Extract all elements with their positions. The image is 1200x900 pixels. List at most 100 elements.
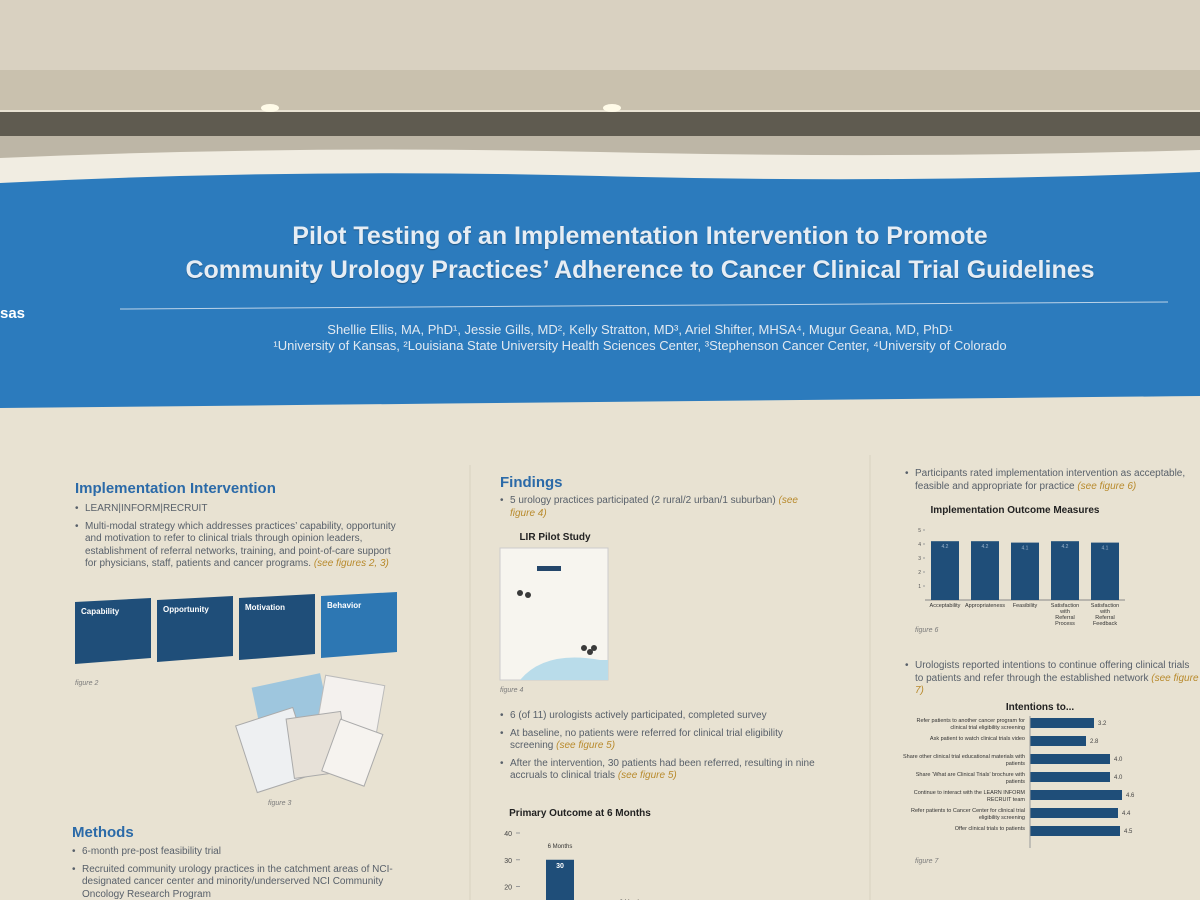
map-pins bbox=[517, 590, 597, 655]
section-heading: Findings bbox=[500, 474, 563, 491]
bar bbox=[931, 541, 959, 600]
bar bbox=[1030, 718, 1094, 728]
bullet: Multi-modal strategy which addresses pra… bbox=[75, 521, 400, 571]
bar bbox=[1051, 541, 1079, 600]
y-tick-label: 2 bbox=[918, 570, 921, 576]
title-line: Pilot Testing of an Implementation Inter… bbox=[292, 222, 988, 250]
step-box bbox=[157, 596, 233, 662]
y-tick-label: 30 bbox=[504, 858, 512, 865]
x-tick-label: Satisfaction with Referral Feedback bbox=[1091, 603, 1119, 627]
step-label: Motivation bbox=[245, 603, 285, 612]
bullet-text: Urologists reported intentions to contin… bbox=[915, 660, 1190, 684]
figure-caption: figure 2 bbox=[75, 680, 99, 687]
map-pin bbox=[517, 590, 523, 596]
figure-reference: (see figure 5) bbox=[617, 770, 677, 781]
bullet-text: After the intervention, 30 patients had … bbox=[510, 757, 815, 782]
chart-title: Primary Outcome at 6 Months bbox=[509, 808, 651, 819]
map-pin bbox=[587, 649, 593, 655]
light bbox=[603, 104, 621, 112]
y-tick-label: 4 bbox=[918, 542, 921, 548]
step-box bbox=[239, 594, 315, 660]
value-label: 4.1 bbox=[1102, 546, 1109, 552]
bullet-text: 5 urology practices participated (2 rura… bbox=[510, 495, 776, 506]
figure-reference: (see figure 5) bbox=[556, 740, 616, 751]
bar bbox=[1091, 542, 1119, 600]
figure-caption: figure 3 bbox=[268, 800, 292, 807]
bullet-list: Urologists reported intentions to contin… bbox=[905, 660, 1200, 703]
figure-caption: figure 7 bbox=[915, 858, 939, 865]
y-category-slot: Refer patients to Cancer Center for clin… bbox=[910, 808, 1025, 821]
figure-title: LIR Pilot Study bbox=[519, 532, 591, 543]
y-category-slot: Share other clinical trial educational m… bbox=[903, 754, 1025, 767]
bullet: 5 urology practices participated (2 rura… bbox=[500, 495, 820, 520]
bar bbox=[1030, 772, 1110, 782]
y-tick-label: Refer patients to another cancer program… bbox=[916, 718, 1025, 731]
value-label: 4.0 bbox=[1114, 775, 1123, 781]
figure-reference: (see figure 6) bbox=[1077, 480, 1137, 492]
bar bbox=[546, 859, 574, 900]
bullet-list: 6-month pre-post feasibility trial Recrui… bbox=[72, 846, 402, 900]
step-label: Opportunity bbox=[163, 605, 209, 614]
banner-rule bbox=[119, 301, 1169, 310]
value-label: 2.8 bbox=[1090, 739, 1099, 745]
bullet-text: Participants rated implementation interv… bbox=[915, 468, 1186, 492]
step-box bbox=[321, 592, 397, 658]
value-label: 4.0 bbox=[1114, 757, 1123, 763]
value-label: 3.2 bbox=[1098, 721, 1107, 727]
bullet-text: Recruited community urology practices in… bbox=[82, 863, 393, 900]
y-tick-label: Share ‘What are Clinical Trials’ brochur… bbox=[915, 772, 1025, 785]
x-tick-label: Feasibility bbox=[1013, 603, 1038, 609]
bullet: Recruited community urology practices in… bbox=[72, 864, 402, 900]
chart-title: Intentions to... bbox=[1005, 702, 1075, 713]
map-pin bbox=[525, 592, 531, 598]
bar-category: 6 Months bbox=[548, 844, 573, 850]
logo-fragment: sas bbox=[0, 305, 26, 322]
y-tick-label: Ask patient to watch clinical trials vid… bbox=[929, 736, 1025, 742]
bullet-text: At baseline, no patients were referred f… bbox=[510, 727, 783, 752]
bullet: Urologists reported intentions to contin… bbox=[905, 660, 1200, 698]
figure-reference: (see figure 4) bbox=[510, 495, 798, 519]
y-tick-label: Continue to interact with the LEARN INFO… bbox=[913, 790, 1025, 803]
bar bbox=[1030, 790, 1122, 800]
y-tick-label: Offer clinical trials to patients bbox=[954, 826, 1025, 832]
bullet-text: 6-month pre-post feasibility trial bbox=[82, 846, 221, 857]
y-tick-label: Refer patients to Cancer Center for clin… bbox=[910, 808, 1025, 821]
title-line: Community Urology Practices’ Adherence t… bbox=[185, 256, 1095, 284]
section-heading: Methods bbox=[72, 824, 134, 841]
bullet: 6 (of 11) urologists actively participat… bbox=[500, 710, 820, 723]
bar bbox=[1030, 808, 1118, 818]
bar bbox=[971, 541, 999, 600]
y-category-slot: Refer patients to another cancer program… bbox=[916, 718, 1025, 731]
banner bbox=[0, 172, 1200, 408]
ceiling bbox=[0, 0, 1200, 70]
value-label: 4.5 bbox=[1124, 829, 1133, 835]
bullet: Participants rated implementation interv… bbox=[905, 468, 1200, 493]
bullet: 6-month pre-post feasibility trial bbox=[72, 846, 402, 859]
value-label: 4.2 bbox=[982, 544, 989, 550]
map-pin bbox=[591, 645, 597, 651]
map-water bbox=[520, 657, 608, 680]
bullet-list: LEARN|INFORM|RECRUIT Multi-modal strategy… bbox=[75, 503, 400, 576]
value-label: 4.1 bbox=[1022, 546, 1029, 552]
bar bbox=[1030, 736, 1086, 746]
value-label: 4.6 bbox=[1126, 793, 1135, 799]
bullet-text: LEARN|INFORM|RECRUIT bbox=[85, 503, 208, 514]
brochure bbox=[321, 718, 384, 787]
value-label: 30 bbox=[556, 863, 564, 870]
y-tick-label: 5 bbox=[918, 528, 921, 534]
value-label: 4.4 bbox=[1122, 811, 1131, 817]
bullet-list: 5 urology practices participated (2 rura… bbox=[500, 495, 820, 525]
value-label: 4.2 bbox=[1062, 544, 1069, 550]
y-tick-label: Share other clinical trial educational m… bbox=[903, 754, 1025, 767]
section-heading: Implementation Intervention bbox=[75, 480, 276, 497]
bullet: After the intervention, 30 patients had … bbox=[500, 758, 820, 783]
bar bbox=[1011, 542, 1039, 600]
bullet-list: Participants rated implementation interv… bbox=[905, 468, 1200, 498]
value-label: 4.2 bbox=[942, 544, 949, 550]
map-pin bbox=[581, 645, 587, 651]
bullet-text: 6 (of 11) urologists actively participat… bbox=[510, 710, 767, 721]
brochure-collage bbox=[235, 673, 386, 794]
y-tick-label: 40 bbox=[504, 831, 512, 838]
bullet-text: Multi-modal strategy which addresses pra… bbox=[85, 520, 396, 570]
